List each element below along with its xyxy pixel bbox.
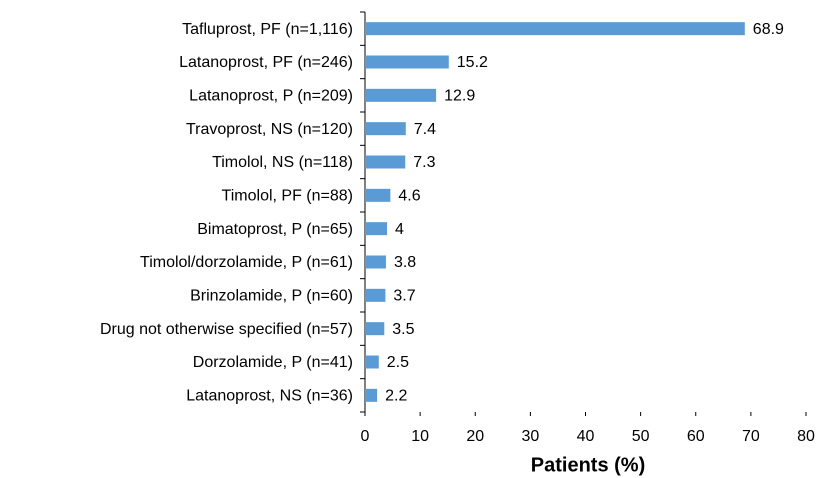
data-label: 2.2: [385, 388, 407, 405]
data-label: 2.5: [387, 354, 409, 371]
y-tick-label: Brinzolamide, P (n=60): [190, 288, 353, 305]
y-tick-label: Timolol, PF (n=88): [222, 188, 353, 205]
x-tick-label: 10: [411, 428, 429, 445]
data-label: 3.7: [393, 288, 415, 305]
x-tick-label: 20: [466, 428, 484, 445]
y-tick-label: Latanoprost, P (n=209): [189, 88, 353, 105]
data-label: 68.9: [753, 21, 784, 38]
bar: [365, 155, 406, 169]
bar: [365, 88, 437, 102]
data-label: 4: [395, 221, 404, 238]
data-label: 12.9: [444, 88, 475, 105]
bar: [365, 355, 379, 369]
y-tick-label: Timolol, NS (n=118): [212, 154, 353, 171]
data-label: 3.5: [392, 321, 414, 338]
data-label: 15.2: [457, 54, 488, 71]
x-tick-label: 70: [742, 428, 760, 445]
bar: [365, 55, 449, 69]
y-tick-label: Tafluprost, PF (n=1,116): [182, 21, 353, 38]
data-label: 4.6: [398, 188, 420, 205]
data-label: 7.4: [414, 121, 436, 138]
x-tick-label: 40: [577, 428, 595, 445]
x-tick-label: 50: [632, 428, 650, 445]
bar: [365, 322, 385, 336]
y-tick-label: Travoprost, NS (n=120): [186, 121, 353, 138]
bar: [365, 388, 378, 402]
x-tick-label: 60: [687, 428, 705, 445]
y-tick-label: Dorzolamide, P (n=41): [193, 354, 353, 371]
y-tick-label: Latanoprost, NS (n=36): [186, 388, 353, 405]
bar: [365, 255, 386, 269]
x-axis-title: Patients (%): [531, 454, 645, 476]
bar: [365, 222, 388, 236]
x-tick-label: 0: [361, 428, 370, 445]
y-tick-label: Bimatoprost, P (n=65): [197, 221, 353, 238]
data-label: 7.3: [413, 154, 435, 171]
bar: [365, 188, 391, 202]
bar: [365, 22, 745, 36]
bar: [365, 122, 406, 136]
y-tick-label: Timolol/dorzolamide, P (n=61): [140, 254, 353, 271]
x-tick-label: 30: [521, 428, 539, 445]
data-label: 3.8: [394, 254, 416, 271]
bar: [365, 288, 386, 302]
y-tick-label: Latanoprost, PF (n=246): [179, 54, 353, 71]
x-tick-label: 80: [797, 428, 815, 445]
y-tick-label: Drug not otherwise specified (n=57): [100, 321, 353, 338]
